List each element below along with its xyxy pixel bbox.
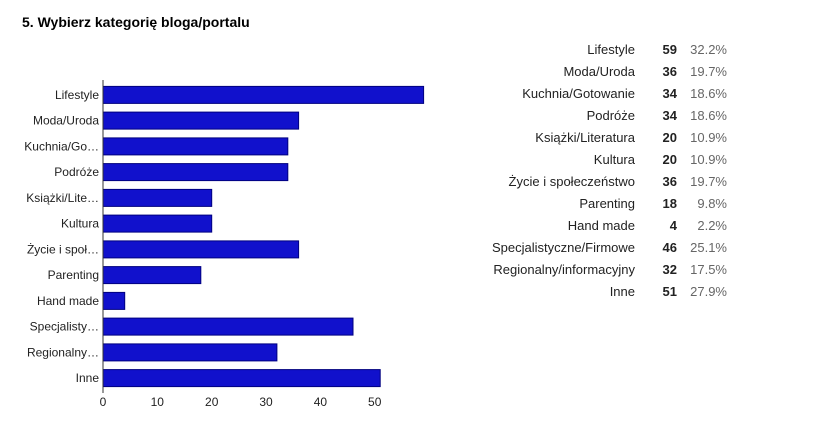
summary-label: Moda/Uroda (563, 64, 635, 79)
bar (102, 291, 126, 310)
summary-row: Inne 51 27.9% (470, 281, 727, 303)
summary-percent: 2.2% (697, 218, 727, 233)
summary-count: 18 (662, 196, 677, 211)
summary-percent: 10.9% (690, 130, 727, 145)
x-tick-label: 40 (314, 395, 328, 409)
bar (102, 85, 425, 104)
summary-row: Hand made 4 2.2% (470, 215, 727, 237)
bar (102, 369, 381, 388)
summary-row: Kuchnia/Gotowanie 34 18.6% (470, 83, 727, 105)
summary-count: 51 (662, 284, 677, 299)
bar (102, 163, 289, 182)
category-label: Książki/Lite… (26, 191, 99, 205)
summary-label: Parenting (579, 196, 635, 211)
x-tick-label: 10 (151, 395, 165, 409)
category-label: Hand made (37, 294, 99, 308)
summary-row: Specjalistyczne/Firmowe 46 25.1% (470, 237, 727, 259)
summary-count: 32 (662, 262, 677, 277)
summary-row: Podróże 34 18.6% (470, 105, 727, 127)
summary-percent: 18.6% (690, 108, 727, 123)
summary-percent: 10.9% (690, 152, 727, 167)
category-label: Inne (76, 371, 100, 385)
bar (102, 137, 289, 156)
summary-label: Kultura (593, 152, 635, 167)
summary-row: Parenting 18 9.8% (470, 193, 727, 215)
summary-label: Inne (609, 284, 635, 299)
summary-count: 34 (662, 108, 677, 123)
x-tick-label: 50 (368, 395, 382, 409)
summary-row: Życie i społeczeństwo 36 19.7% (470, 171, 727, 193)
summary-label: Lifestyle (587, 42, 635, 57)
category-label: Lifestyle (55, 88, 99, 102)
summary-count: 34 (662, 86, 677, 101)
category-label: Życie i społ… (27, 242, 99, 256)
category-label: Parenting (48, 268, 99, 282)
summary-table: Lifestyle 59 32.2% Moda/Uroda 36 19.7% K… (470, 39, 727, 303)
summary-label: Książki/Literatura (535, 130, 635, 145)
category-label: Kultura (61, 217, 99, 231)
summary-label: Regionalny/informacyjny (493, 262, 635, 277)
summary-row: Książki/Literatura 20 10.9% (470, 127, 727, 149)
x-tick-label: 30 (259, 395, 273, 409)
summary-percent: 19.7% (690, 174, 727, 189)
bar (102, 317, 354, 336)
bar (102, 188, 213, 207)
summary-label: Podróże (586, 108, 635, 123)
summary-count: 20 (662, 152, 677, 167)
summary-percent: 19.7% (690, 64, 727, 79)
category-label: Podróże (54, 165, 99, 179)
category-label: Moda/Uroda (33, 114, 99, 128)
question-title: 5. Wybierz kategorię bloga/portalu (22, 14, 250, 30)
bar (102, 240, 300, 259)
summary-count: 46 (662, 240, 677, 255)
summary-percent: 32.2% (690, 42, 727, 57)
x-tick-label: 0 (100, 395, 107, 409)
summary-label: Życie i społeczeństwo (508, 174, 635, 189)
bar (102, 343, 278, 362)
bar (102, 266, 202, 285)
summary-label: Kuchnia/Gotowanie (522, 86, 635, 101)
summary-count: 36 (662, 64, 677, 79)
summary-percent: 17.5% (690, 262, 727, 277)
summary-percent: 25.1% (690, 240, 727, 255)
category-label: Regionalny… (27, 345, 99, 359)
summary-row: Regionalny/informacyjny 32 17.5% (470, 259, 727, 281)
summary-row: Kultura 20 10.9% (470, 149, 727, 171)
bar (102, 111, 300, 130)
summary-count: 4 (669, 218, 677, 233)
summary-percent: 27.9% (690, 284, 727, 299)
summary-label: Hand made (567, 218, 635, 233)
summary-row: Lifestyle 59 32.2% (470, 39, 727, 61)
summary-count: 36 (662, 174, 677, 189)
category-label: Specjalisty… (30, 320, 99, 334)
summary-percent: 9.8% (697, 196, 727, 211)
summary-percent: 18.6% (690, 86, 727, 101)
summary-label: Specjalistyczne/Firmowe (491, 240, 635, 255)
summary-row: Moda/Uroda 36 19.7% (470, 61, 727, 83)
category-label: Kuchnia/Go… (24, 139, 99, 153)
summary-count: 59 (662, 42, 677, 57)
x-tick-label: 20 (205, 395, 219, 409)
summary-count: 20 (662, 130, 677, 145)
bar (102, 214, 213, 233)
